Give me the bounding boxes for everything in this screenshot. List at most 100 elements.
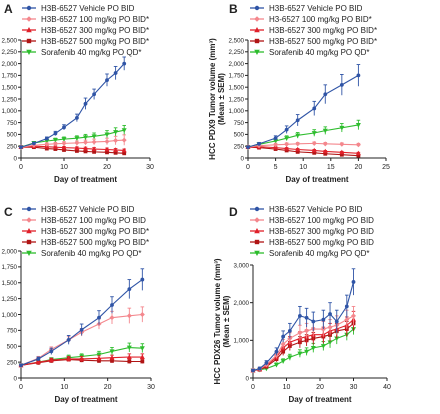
data-point	[92, 149, 96, 154]
data-point	[126, 354, 132, 359]
x-tick-label: 30	[146, 164, 154, 171]
legend-marker	[26, 38, 32, 44]
data-point	[113, 138, 119, 144]
x-tick-label: 20	[103, 164, 111, 171]
legend-label: H3B-6527 300 mg/kg PO BID*	[269, 26, 377, 35]
y-tick-label: 2,250	[2, 49, 18, 56]
y-tick-label: 1,000	[2, 108, 18, 115]
legend-label: Sorafenib 40 mg/kg PO QD*	[41, 48, 142, 57]
data-point	[79, 327, 84, 332]
data-point	[334, 319, 339, 324]
legend-label: H3-6527 100 mg/kg PO BID*	[269, 15, 372, 24]
y-tick-label: 1,250	[2, 96, 18, 103]
data-point	[53, 131, 58, 136]
data-point	[295, 133, 301, 139]
series-1	[19, 268, 145, 368]
data-point	[322, 148, 328, 154]
data-point	[334, 336, 340, 342]
legend-marker	[254, 228, 260, 234]
data-point	[66, 338, 71, 342]
data-point	[74, 140, 80, 146]
data-point	[284, 141, 290, 147]
panel-a: A 0 10 20 30 0 250 500 750 1,000 1,250 1,500 1,750 2,…	[2, 2, 154, 184]
data-point	[339, 152, 344, 157]
data-point	[311, 140, 317, 146]
y-tick-label: 1,750	[2, 264, 18, 271]
data-point	[351, 280, 356, 284]
y-tick-label: 2,500	[2, 37, 18, 44]
data-point	[273, 362, 279, 368]
data-point	[246, 145, 250, 150]
data-point	[83, 135, 88, 140]
legend-marker	[254, 16, 260, 22]
legend-marker	[254, 5, 260, 11]
y-tick-label: 3,000	[234, 262, 250, 269]
x-axis-title: Day of treatment	[54, 395, 117, 404]
legend-marker	[254, 239, 260, 245]
data-point	[140, 359, 145, 364]
legend-label: Sorafenib 40 mg/kg PO QD*	[41, 249, 142, 258]
data-point	[83, 139, 88, 145]
data-point	[139, 346, 145, 351]
y-tick-label: 2,000	[2, 248, 18, 255]
data-point	[321, 317, 326, 322]
legend-label: H3B-6527 Vehicle PO BID	[41, 4, 135, 13]
legend-label: H3B-6527 300 mg/kg PO BID*	[41, 26, 149, 35]
data-point	[322, 141, 328, 147]
data-point	[127, 359, 132, 364]
data-point	[274, 349, 279, 354]
y-tick-label: 750	[7, 328, 18, 335]
data-point	[110, 303, 114, 307]
series-1	[251, 268, 356, 373]
y-tick-label: 1,500	[229, 85, 245, 92]
data-point	[311, 319, 316, 324]
data-point	[104, 132, 110, 138]
x-tick-label: 0	[246, 164, 250, 171]
data-point	[355, 142, 361, 148]
data-point	[295, 149, 300, 154]
data-point	[287, 329, 292, 333]
data-point	[264, 361, 269, 365]
series-line	[20, 279, 143, 366]
data-point	[75, 149, 79, 153]
data-point	[61, 137, 67, 142]
series-line	[252, 281, 355, 371]
y-tick-label: 0	[246, 375, 250, 382]
x-axis-title: Day of treatment	[288, 395, 351, 404]
x-axis-title: Day of treatment	[285, 175, 348, 184]
data-point	[121, 128, 127, 133]
data-point	[62, 125, 66, 130]
x-tick-label: 0	[251, 384, 255, 391]
data-point	[351, 313, 356, 319]
y-tick-label: 1,750	[229, 73, 245, 80]
data-point	[257, 366, 262, 371]
data-point	[327, 340, 333, 345]
data-point	[44, 139, 50, 144]
y-tick-label: 750	[234, 120, 245, 127]
data-point	[126, 345, 132, 351]
legend-label: H3B-6527 500 mg/kg PO BID	[269, 238, 374, 247]
y-tick-label: 2,000	[2, 61, 18, 68]
data-point	[52, 141, 58, 147]
legend-label: H3B-6527 Vehicle PO BID	[41, 205, 135, 214]
data-point	[295, 141, 301, 147]
y-tick-label: 1,500	[2, 85, 18, 92]
series-5	[18, 124, 127, 150]
data-point	[328, 312, 332, 316]
legend-label: H3B-6527 100 mg/kg PO BID*	[41, 15, 149, 24]
data-point	[273, 136, 278, 141]
legend: H3B-6527 Vehicle PO BID H3B-6527 100 mg/k…	[22, 205, 149, 258]
data-point	[44, 141, 50, 147]
data-point	[327, 324, 333, 330]
data-point	[312, 106, 317, 111]
data-point	[257, 141, 261, 146]
legend-marker	[254, 250, 260, 256]
y-tick-label: 250	[7, 359, 18, 366]
data-point	[251, 368, 255, 373]
data-point	[323, 92, 328, 97]
legend-label: H3B-6527 300 mg/kg PO BID	[269, 227, 374, 236]
data-point	[83, 101, 88, 106]
y-tick-label: 1,000	[2, 312, 18, 319]
data-point	[48, 357, 54, 363]
data-point	[273, 139, 279, 144]
